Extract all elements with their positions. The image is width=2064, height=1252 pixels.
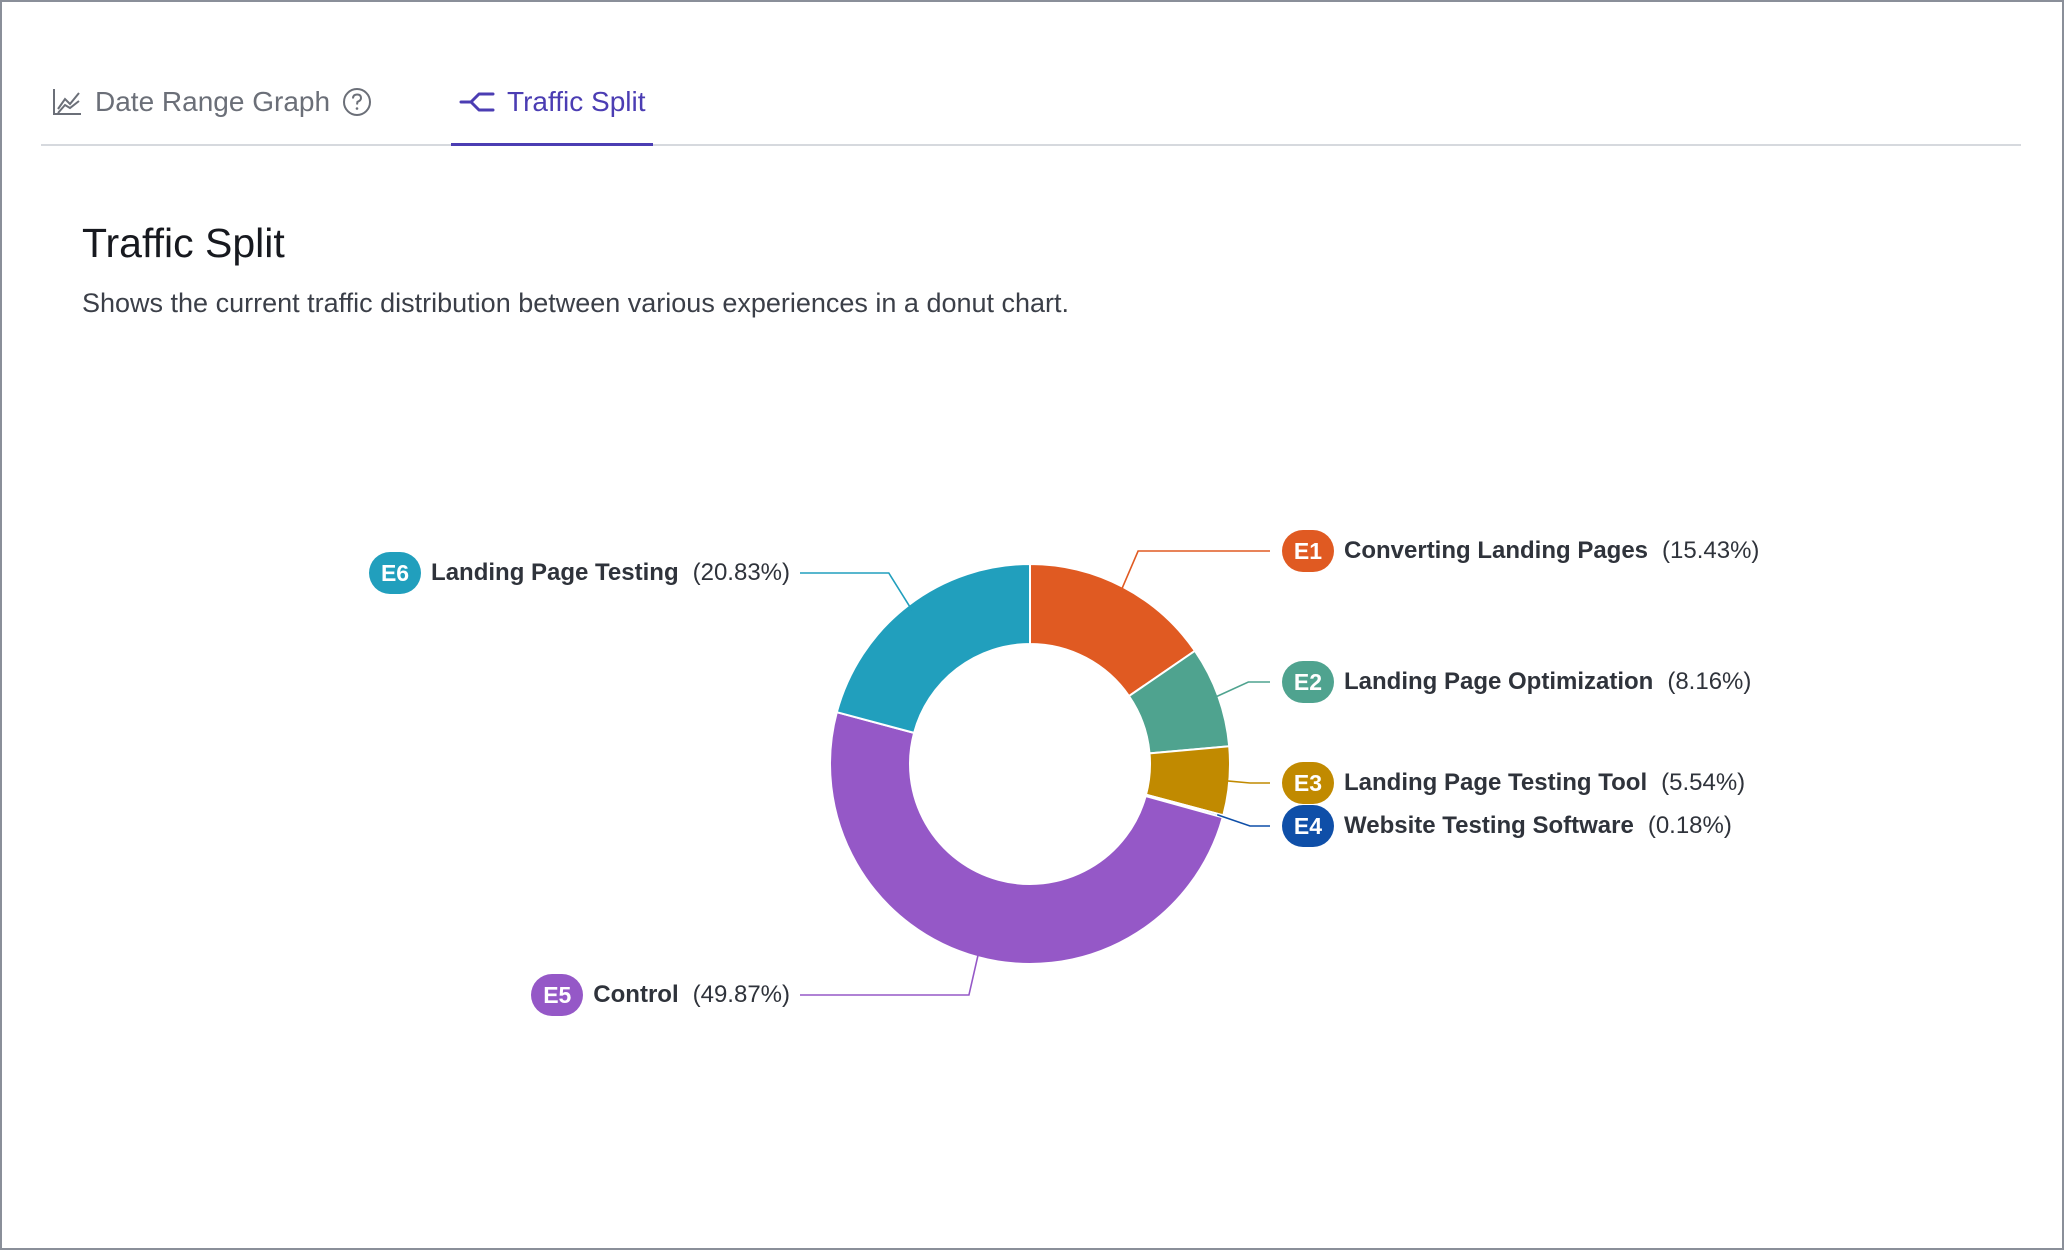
legend-percent: (8.16%) xyxy=(1667,668,1752,695)
legend-item-e6[interactable]: E6 Landing Page Testing (20.83%) xyxy=(369,552,790,594)
help-circle-icon[interactable] xyxy=(342,87,372,117)
legend-label: Website Testing Software xyxy=(1344,812,1634,839)
legend-badge: E5 xyxy=(531,974,584,1016)
legend-badge: E4 xyxy=(1282,805,1334,847)
section-title: Traffic Split xyxy=(82,220,285,266)
legend-item-e4[interactable]: E4 Website Testing Software (0.18%) xyxy=(1282,805,1732,847)
legend-badge: E2 xyxy=(1282,661,1334,703)
legend-percent: (20.83%) xyxy=(692,559,790,586)
tab-label: Traffic Split xyxy=(507,86,646,117)
legend-percent: (5.54%) xyxy=(1661,769,1746,796)
line-chart-icon xyxy=(51,87,83,117)
leader-line-e5 xyxy=(800,950,980,996)
tab-date-range-graph[interactable]: Date Range Graph xyxy=(51,60,372,144)
section-description: Shows the current traffic distribution b… xyxy=(82,288,1070,318)
donut-slice-e5[interactable] xyxy=(829,710,1224,965)
leader-line-e6 xyxy=(800,572,913,611)
legend-badge: E1 xyxy=(1282,530,1334,572)
legend-percent: (0.18%) xyxy=(1647,812,1732,839)
legend-label: Landing Page Testing xyxy=(431,559,679,586)
legend-label: Converting Landing Pages xyxy=(1344,537,1649,564)
split-arrow-icon xyxy=(459,89,495,115)
tab-label: Date Range Graph xyxy=(95,86,331,117)
legend-item-e1[interactable]: E1 Converting Landing Pages (15.43%) xyxy=(1282,530,1759,572)
leader-line-e1 xyxy=(1119,550,1270,593)
legend-label: Landing Page Testing Tool xyxy=(1344,769,1648,796)
leader-line-e4 xyxy=(1216,814,1270,827)
leader-line-e3 xyxy=(1223,779,1270,784)
tab-traffic-split[interactable]: Traffic Split xyxy=(451,60,654,146)
leader-line-e2 xyxy=(1212,681,1270,700)
legend-item-e2[interactable]: E2 Landing Page Optimization (8.16%) xyxy=(1282,661,1751,703)
legend-item-e5[interactable]: E5 Control (49.87%) xyxy=(531,974,790,1016)
legend-item-e3[interactable]: E3 Landing Page Testing Tool (5.54%) xyxy=(1282,762,1745,804)
legend-badge: E6 xyxy=(369,552,422,594)
legend-label: Control xyxy=(593,981,679,1008)
legend-percent: (15.43%) xyxy=(1662,537,1760,564)
view-tabs: Date Range Graph Traffic Split xyxy=(41,60,2021,146)
legend-label: Landing Page Optimization xyxy=(1344,668,1654,695)
donut-slice-e6[interactable] xyxy=(835,562,1031,735)
legend-badge: E3 xyxy=(1282,762,1334,804)
legend-percent: (49.87%) xyxy=(692,981,790,1008)
